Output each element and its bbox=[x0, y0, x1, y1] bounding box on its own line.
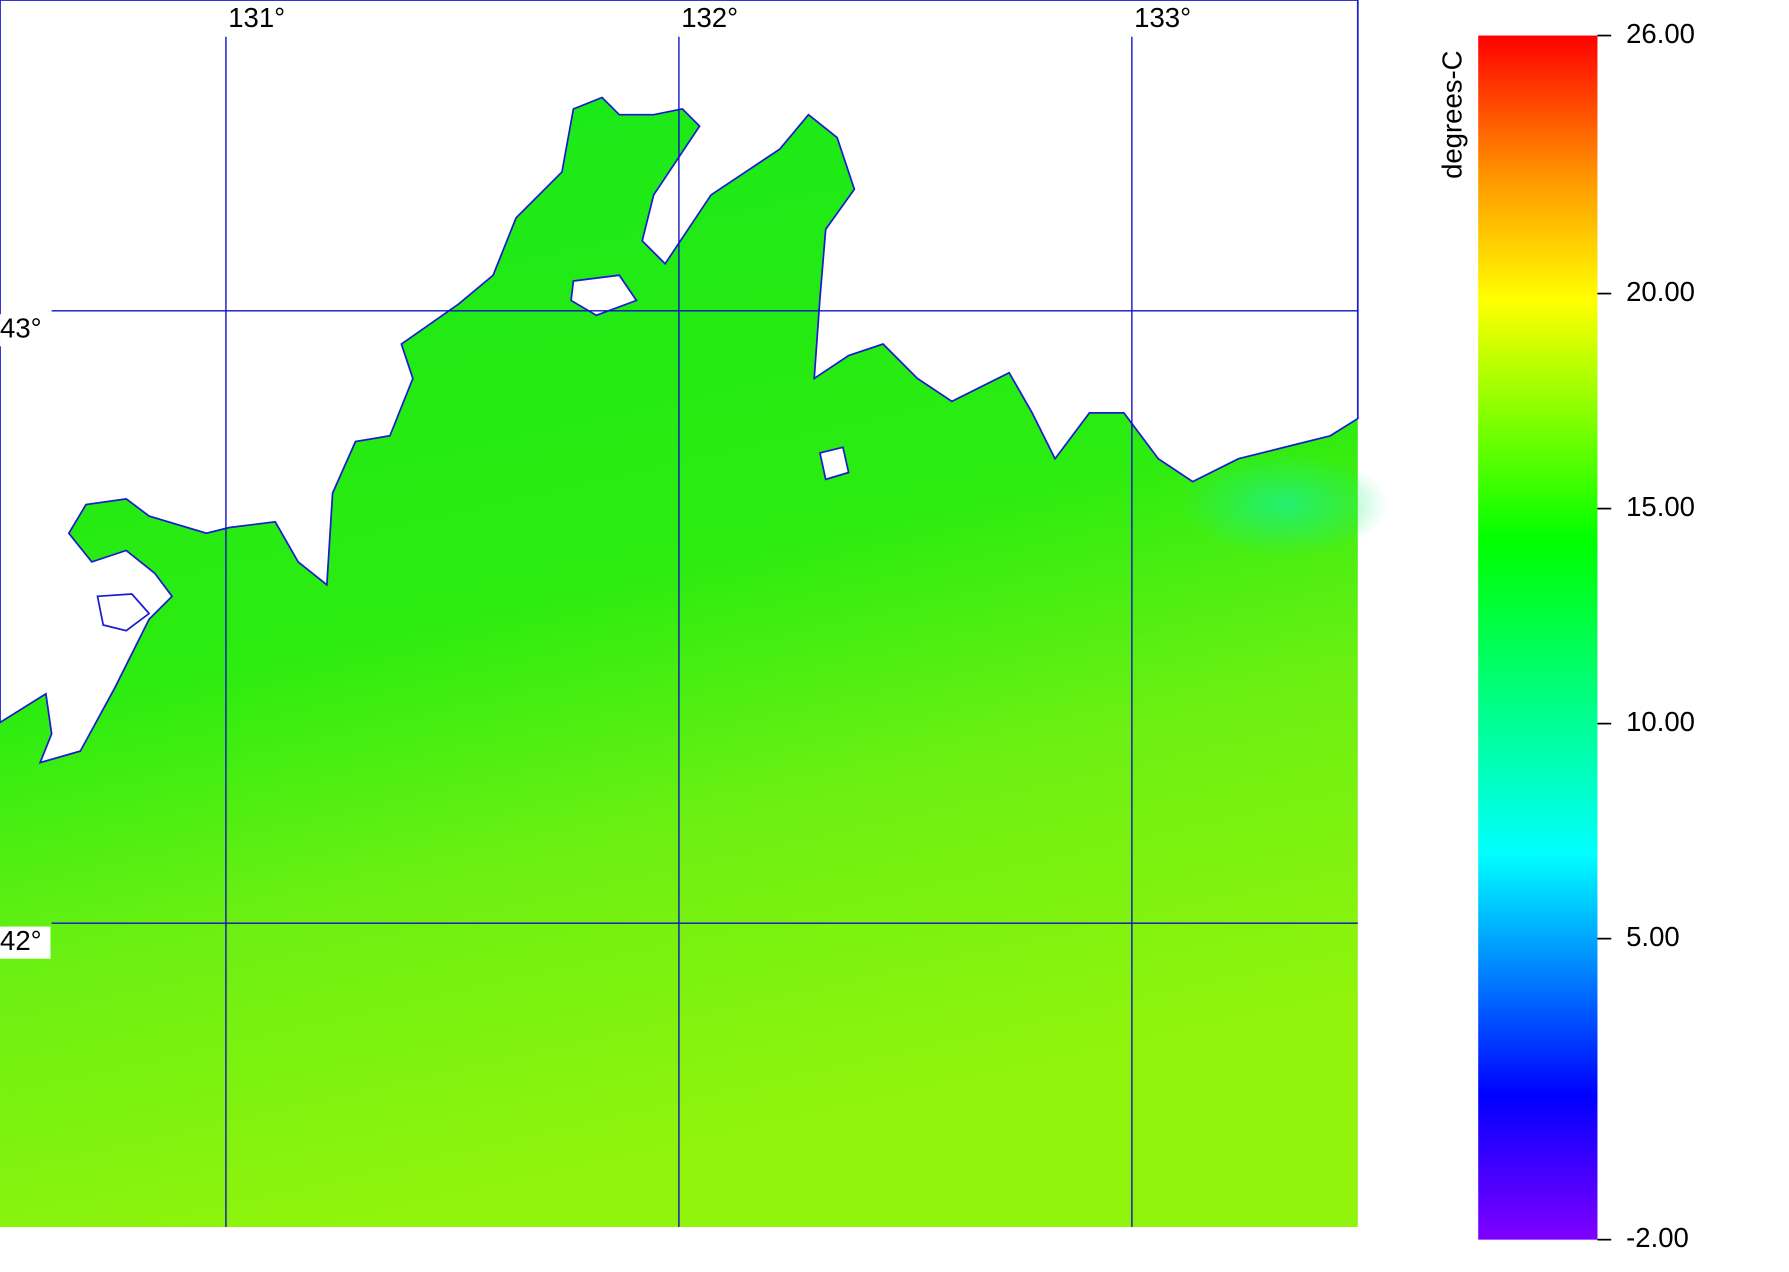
lat-label: 43° bbox=[0, 313, 42, 344]
colorbar-tick-label: -2.00 bbox=[1626, 1222, 1689, 1253]
island bbox=[96, 593, 151, 632]
sst-field bbox=[0, 0, 1388, 1228]
colorbar-axis: 26.00 20.00 15.00 10.00 5.00 -2.00 bbox=[1597, 18, 1695, 1253]
lat-label-bg bbox=[0, 926, 51, 959]
lon-label: 131° bbox=[228, 2, 285, 33]
cool-patch bbox=[1181, 452, 1388, 557]
colorbar-tick-label: 10.00 bbox=[1626, 706, 1695, 737]
lon-label: 133° bbox=[1134, 2, 1191, 33]
colorbar-tick-label: 5.00 bbox=[1626, 921, 1680, 952]
lat-label: 42° bbox=[0, 925, 42, 956]
island bbox=[570, 274, 638, 317]
lon-label: 132° bbox=[681, 2, 738, 33]
lat-label-bg bbox=[0, 314, 51, 347]
colorbar-tick-label: 20.00 bbox=[1626, 276, 1695, 307]
colorbar bbox=[1478, 35, 1598, 1240]
island bbox=[818, 446, 850, 481]
colorbar-tick-label: 26.00 bbox=[1626, 18, 1695, 49]
colorbar-tick-label: 15.00 bbox=[1626, 491, 1695, 522]
land bbox=[0, 0, 1359, 764]
graticule: 131° 132° 133° 43° 42° bbox=[0, 2, 1358, 1228]
colorbar-label: degrees-C bbox=[1436, 50, 1467, 178]
